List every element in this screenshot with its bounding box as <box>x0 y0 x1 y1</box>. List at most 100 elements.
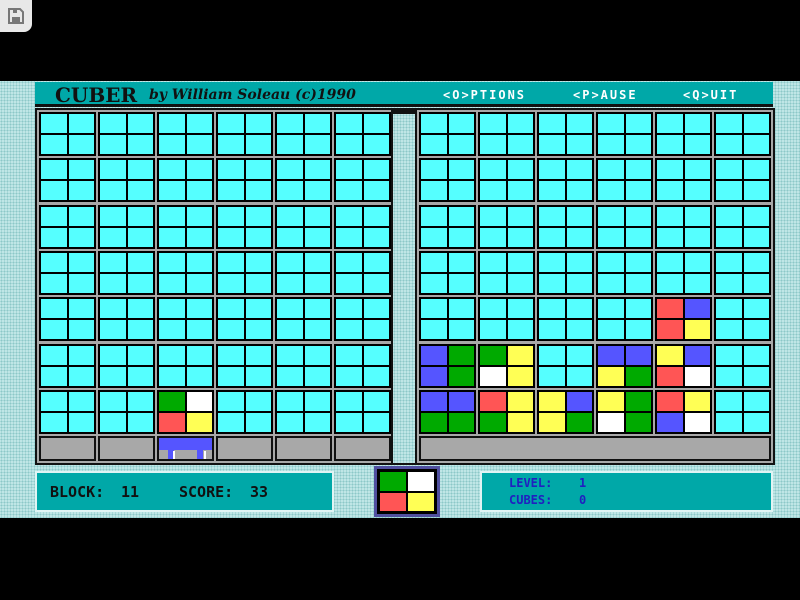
cube-face <box>186 135 212 154</box>
cube-face <box>598 391 624 411</box>
cube-face <box>566 135 592 154</box>
cube-face <box>100 366 126 386</box>
cube-face <box>625 181 651 201</box>
launcher-slot[interactable] <box>216 436 273 461</box>
cube-face <box>363 412 389 432</box>
menu-quit[interactable]: <Q>UIT <box>683 88 739 102</box>
cube-face <box>127 345 153 365</box>
board-cell <box>655 204 712 249</box>
menu-pause[interactable]: <P>AUSE <box>573 88 638 102</box>
cube-face <box>743 114 769 133</box>
cube-face <box>363 320 389 340</box>
board-cell <box>39 204 96 249</box>
cube-face <box>41 299 67 319</box>
launcher-slot[interactable] <box>334 436 391 461</box>
cube-face <box>743 366 769 386</box>
launcher-slot[interactable] <box>39 436 96 461</box>
well-separator <box>393 114 415 463</box>
cube-face <box>480 252 506 272</box>
cube-face <box>625 391 651 411</box>
board-cell <box>216 112 273 156</box>
cube-face <box>539 227 565 247</box>
cube-face <box>100 252 126 272</box>
board-cell <box>98 343 155 388</box>
cube-face <box>566 320 592 340</box>
cube-face <box>448 299 474 319</box>
cube-face <box>245 160 271 180</box>
cube-face <box>363 252 389 272</box>
cube-face <box>657 227 683 247</box>
cube-face <box>566 345 592 365</box>
cube-face <box>277 412 303 432</box>
cube-face <box>218 320 244 340</box>
board-cell <box>275 204 332 249</box>
board-cell <box>596 158 653 203</box>
cube-face <box>716 391 742 411</box>
launcher-slot[interactable] <box>98 436 155 461</box>
board-cell <box>98 389 155 434</box>
cube-face <box>41 252 67 272</box>
cube-face <box>336 181 362 201</box>
cube-face <box>336 135 362 154</box>
launcher-slot[interactable] <box>157 436 214 461</box>
cube-face <box>159 206 185 226</box>
cube-face <box>218 299 244 319</box>
menu-options[interactable]: <O>PTIONS <box>443 88 527 102</box>
cube-face <box>218 366 244 386</box>
cube-face <box>657 252 683 272</box>
cube-face <box>716 320 742 340</box>
board-cell <box>275 112 332 156</box>
cube-face <box>245 206 271 226</box>
cube-face <box>625 206 651 226</box>
cube-face <box>480 181 506 201</box>
board-cell <box>39 250 96 295</box>
cube-face <box>657 206 683 226</box>
board-cell <box>596 112 653 156</box>
cube-face <box>186 412 212 432</box>
board-cell <box>596 343 653 388</box>
cube-face <box>186 320 212 340</box>
cube-face <box>598 135 624 154</box>
cube-face <box>245 391 271 411</box>
board-cell <box>157 204 214 249</box>
cube-face <box>277 181 303 201</box>
cube-face <box>480 345 506 365</box>
cube-face <box>566 412 592 432</box>
board-cell <box>216 250 273 295</box>
cube-face <box>68 160 94 180</box>
cube-face <box>625 114 651 133</box>
launcher-slot[interactable] <box>275 436 332 461</box>
cube-face <box>598 252 624 272</box>
cube-face <box>507 252 533 272</box>
cube-face <box>218 345 244 365</box>
cube-face <box>625 135 651 154</box>
cube-face <box>218 160 244 180</box>
cube-face <box>743 273 769 293</box>
cube-face <box>598 299 624 319</box>
board-cell <box>537 204 594 249</box>
cube-face <box>100 299 126 319</box>
cube-face <box>100 345 126 365</box>
board-cell <box>714 343 771 388</box>
save-button[interactable] <box>0 0 32 32</box>
cube-face <box>68 181 94 201</box>
cube-face <box>186 345 212 365</box>
cube-face <box>41 135 67 154</box>
cube-face <box>716 227 742 247</box>
cube-face <box>68 320 94 340</box>
cube-face <box>304 412 330 432</box>
cube-face <box>716 273 742 293</box>
cube-face <box>684 135 710 154</box>
cube-face <box>625 273 651 293</box>
cube-face <box>159 114 185 133</box>
cube-face <box>277 227 303 247</box>
cube-face <box>743 160 769 180</box>
cube-face <box>245 366 271 386</box>
cube-face <box>100 273 126 293</box>
left-well[interactable] <box>37 110 391 463</box>
cube-face <box>100 160 126 180</box>
board-cell <box>655 158 712 203</box>
cube-face <box>507 135 533 154</box>
cube-face <box>159 227 185 247</box>
cube-face <box>598 320 624 340</box>
